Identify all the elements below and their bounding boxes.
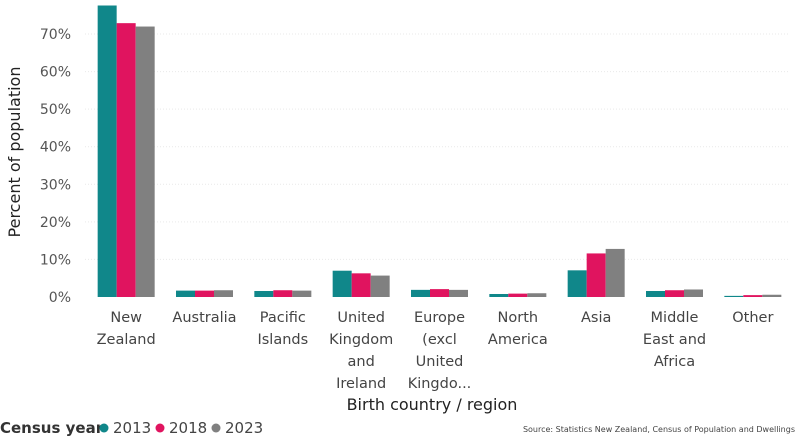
category-label: United Kingdom and Ireland [329,310,393,392]
category-label-line: East and [643,332,706,348]
bar-2023 [135,26,155,298]
category-label-line: Europe [414,310,465,326]
bar-2018 [273,290,293,297]
category-label: Asia [581,310,611,326]
gridlines [85,33,790,260]
bar-2013 [254,290,274,297]
category-label-line: Australia [172,310,236,326]
bar-2013 [567,270,587,297]
bar-2023 [527,293,547,297]
category-label-line: Asia [581,310,611,326]
bar-2013 [332,270,352,297]
bar-2023 [370,275,390,297]
legend: Census year 2013 2018 2023 [0,419,263,437]
y-tick-label: 70% [40,27,71,43]
x-axis-label: Birth country / region [347,395,518,414]
bar-2018 [743,295,763,297]
y-tick-label: 20% [40,215,71,231]
bar-2023 [214,290,233,297]
category-label: Pacific Islands [257,310,308,348]
bar-2013 [97,5,117,298]
category-label-line: Africa [654,354,695,370]
category-label: North America [488,310,548,348]
bar-2018 [586,253,606,297]
legend-title: Census year [0,419,104,437]
y-axis-ticks: 0% 10% 20% 30% 40% 50% 60% 70% [40,27,71,306]
bar-2013 [646,290,665,297]
bar-2023 [684,289,703,297]
y-tick-label: 0% [49,290,71,306]
legend-swatch-2013 [99,423,109,433]
category-label-line: United [416,354,464,370]
y-tick-label: 10% [40,252,71,268]
bar-2018 [430,289,449,297]
category-label-line: Other [732,310,773,326]
category-label-line: Pacific [260,310,306,326]
y-axis-label: Percent of population [5,67,24,238]
source-note: Source: Statistics New Zealand, Census o… [523,425,795,434]
category-label: Other [732,310,773,326]
y-tick-label: 40% [40,140,71,156]
category-label: New Zealand [97,310,156,348]
bar-2018 [195,290,214,297]
category-label: Europe (excl United Kingdo... [408,310,472,392]
y-tick-label: 60% [40,65,71,81]
category-label: Middle East and Africa [643,310,706,370]
bar-2013 [411,289,430,297]
legend-label-2013: 2013 [113,419,151,437]
category-label-line: Middle [651,310,699,326]
bar-2023 [762,294,782,297]
legend-label-2023: 2023 [225,419,263,437]
category-label-line: (excl [422,332,457,348]
legend-label-2018: 2018 [169,419,207,437]
legend-swatch-2023 [211,423,221,433]
bar-2018 [116,23,136,298]
legend-swatch-2018 [155,423,165,433]
bars [97,5,782,298]
bar-2023 [449,289,468,297]
category-label-line: Islands [257,332,308,348]
bar-2018 [665,290,684,297]
category-label-line: Ireland [336,376,386,392]
bar-2023 [605,248,625,297]
bar-2013 [724,295,744,297]
bar-2013 [176,290,195,297]
y-tick-label: 50% [40,102,71,118]
x-axis-categories: New Zealand Australia Pacific Islands United K… [97,310,774,392]
bar-2023 [292,290,312,297]
category-label-line: United [337,310,385,326]
bar-2013 [489,293,509,297]
category-label-line: New [110,310,142,326]
y-tick-label: 30% [40,177,71,193]
category-label-line: Zealand [97,332,156,348]
bar-2018 [508,293,528,297]
category-label-line: Kingdo... [408,376,472,392]
category-label-line: Kingdom [329,332,393,348]
category-label-line: and [348,354,375,370]
category-label-line: North [498,310,539,326]
category-label: Australia [172,310,236,326]
bar-2018 [351,273,371,297]
category-label-line: America [488,332,548,348]
